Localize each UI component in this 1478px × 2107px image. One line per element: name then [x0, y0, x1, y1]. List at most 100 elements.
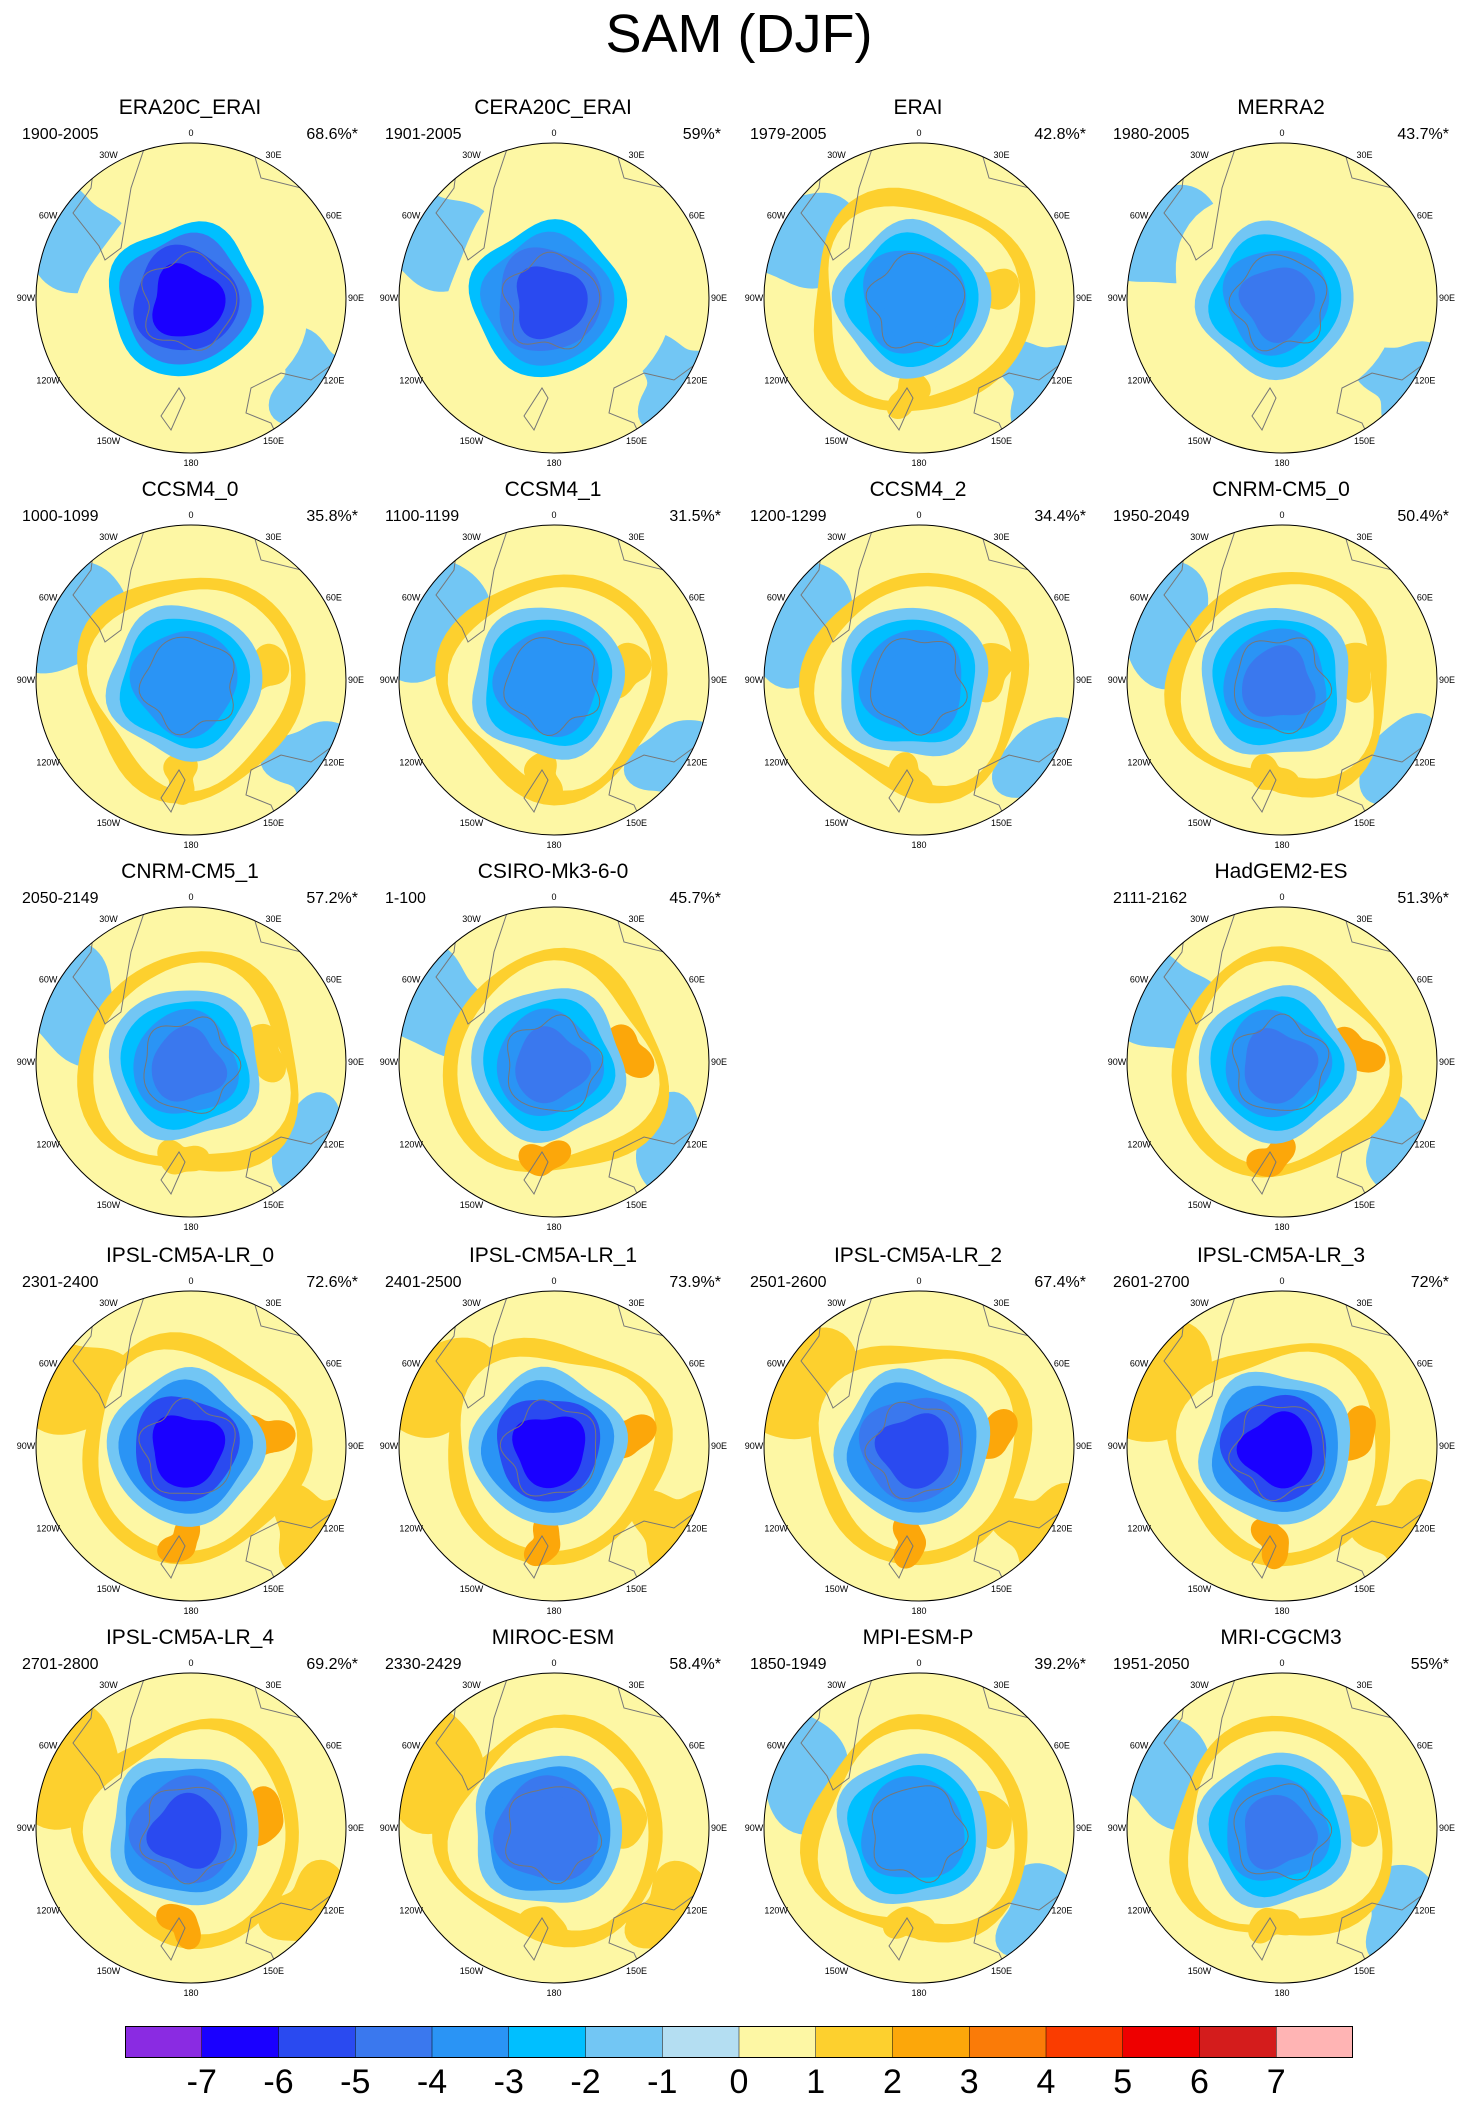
negative-core — [878, 269, 953, 342]
map-panel: 0 30E 60E 90E 120E 150E 180 150W 120W 90W 60W 30W CC… — [373, 478, 733, 858]
longitude-label: 90W — [17, 1057, 36, 1067]
panel-title: CNRM-CM5_1 — [121, 860, 259, 883]
longitude-label: 60W — [1130, 211, 1149, 221]
south-america-coastline — [1163, 1673, 1238, 1791]
map-panel: 0 30E 60E 90E 120E 150E 180 150W 120W 90W 60W 30W ME… — [1101, 96, 1461, 476]
longitude-label: 120W — [36, 1524, 60, 1534]
negative-core — [1238, 267, 1316, 343]
positive-anomaly-south — [1250, 1518, 1289, 1570]
map-border — [35, 142, 347, 454]
longitude-label: 180 — [1274, 1988, 1289, 1998]
longitude-label: 150E — [991, 1584, 1012, 1594]
antarctica-coastline — [507, 1014, 604, 1112]
longitude-label: 30E — [628, 914, 644, 924]
longitude-label: 60E — [689, 593, 705, 603]
longitude-label: 120W — [36, 376, 60, 386]
south-america-coastline — [435, 907, 510, 1025]
longitude-label: 30W — [462, 1298, 481, 1308]
australia-coastline — [973, 739, 1070, 835]
longitude-label: 30E — [265, 1298, 281, 1308]
australia-coastline — [1336, 1887, 1433, 1983]
australia-coastline — [245, 1505, 342, 1601]
longitude-label: 0 — [916, 128, 921, 138]
panel-period: 1100-1199 — [385, 508, 460, 525]
new-zealand-coastline — [523, 769, 549, 814]
panel-percent: 45.7%* — [669, 890, 721, 907]
figure-title: SAM (DJF) — [605, 4, 873, 64]
longitude-label: 60W — [402, 1741, 421, 1751]
longitude-label: 120E — [1414, 1140, 1435, 1150]
colorbar-bin — [431, 2025, 510, 2059]
longitude-label: 150W — [97, 436, 121, 446]
colorbar-bin — [815, 2025, 894, 2059]
longitude-label: 150W — [97, 1966, 121, 1976]
south-america-coastline — [800, 1673, 875, 1791]
new-zealand-coastline — [1251, 1535, 1277, 1580]
longitude-label: 150E — [263, 818, 284, 828]
panel-percent: 35.8%* — [306, 508, 358, 525]
map-panel: 0 30E 60E 90E 120E 150E 180 150W 120W 90W 60W 30W CE… — [373, 96, 733, 476]
panel-percent: 50.4%* — [1397, 508, 1449, 525]
new-zealand-coastline — [160, 1535, 186, 1580]
panel-period: 2701-2800 — [22, 1656, 99, 1673]
map-panel: 0 30E 60E 90E 120E 150E 180 150W 120W 90W 60W 30W CS… — [373, 860, 733, 1240]
longitude-label: 120E — [686, 1524, 707, 1534]
negative-core — [512, 1416, 586, 1489]
panel-percent: 72.6%* — [306, 1274, 358, 1291]
longitude-label: 30W — [99, 1298, 118, 1308]
longitude-label: 90E — [348, 293, 364, 303]
positive-anomaly-south — [1255, 371, 1292, 423]
longitude-label: 30W — [1190, 1680, 1209, 1690]
longitude-label: 0 — [551, 510, 556, 520]
longitude-label: 180 — [1274, 458, 1289, 468]
longitude-label: 180 — [183, 1606, 198, 1616]
panel-period: 1200-1299 — [750, 508, 827, 525]
polar-map: 0 30E 60E 90E 120E 150E 180 150W 120W 90W 60W 30W — [380, 510, 727, 850]
longitude-label: 150E — [991, 1966, 1012, 1976]
panel-period: 1850-1949 — [750, 1656, 827, 1673]
positive-anomaly-south — [883, 1906, 937, 1941]
longitude-label: 90W — [17, 1441, 36, 1451]
longitude-label: 30E — [993, 1298, 1009, 1308]
longitude-label: 180 — [546, 1222, 561, 1232]
map-border — [398, 1672, 710, 1984]
longitude-label: 90E — [1076, 1441, 1092, 1451]
longitude-label: 120E — [1414, 758, 1435, 768]
colorbar-bin — [508, 2025, 587, 2059]
positive-anomaly-south — [523, 1514, 561, 1567]
colorbar-bin — [1045, 2025, 1124, 2059]
longitude-label: 60E — [689, 975, 705, 985]
longitude-label: 30W — [827, 150, 846, 160]
longitude-label: 30E — [1356, 1680, 1372, 1690]
negative-core — [510, 648, 584, 723]
longitude-label: 90E — [1076, 675, 1092, 685]
south-america-coastline — [435, 143, 510, 261]
longitude-label: 30E — [1356, 1298, 1372, 1308]
longitude-label: 60E — [326, 593, 342, 603]
panel-period: 2050-2149 — [22, 890, 99, 907]
longitude-label: 90W — [380, 293, 399, 303]
longitude-label: 120E — [323, 376, 344, 386]
longitude-label: 60W — [402, 975, 421, 985]
panel-percent: 31.5%* — [669, 508, 721, 525]
longitude-label: 30E — [265, 150, 281, 160]
longitude-label: 180 — [1274, 1606, 1289, 1616]
longitude-label: 0 — [916, 510, 921, 520]
polar-map: 0 30E 60E 90E 120E 150E 180 150W 120W 90W 60W 30W — [17, 128, 364, 468]
positive-anomaly-south — [517, 1906, 569, 1946]
longitude-label: 120W — [399, 758, 423, 768]
longitude-label: 90W — [745, 1823, 764, 1833]
colorbar-tick-label: 5 — [1113, 2063, 1133, 2101]
longitude-label: 90E — [711, 1823, 727, 1833]
antarctica-coastline — [505, 1786, 603, 1885]
longitude-label: 120E — [1051, 376, 1072, 386]
colorbar-tick-label: 1 — [806, 2063, 826, 2101]
longitude-label: 0 — [916, 1658, 921, 1668]
longitude-label: 30E — [628, 1298, 644, 1308]
longitude-label: 0 — [916, 1276, 921, 1286]
longitude-label: 150W — [97, 1200, 121, 1210]
positive-anomaly-south — [886, 370, 931, 419]
longitude-label: 60W — [767, 1741, 786, 1751]
panel-title: CNRM-CM5_0 — [1212, 478, 1350, 501]
longitude-label: 30W — [1190, 532, 1209, 542]
